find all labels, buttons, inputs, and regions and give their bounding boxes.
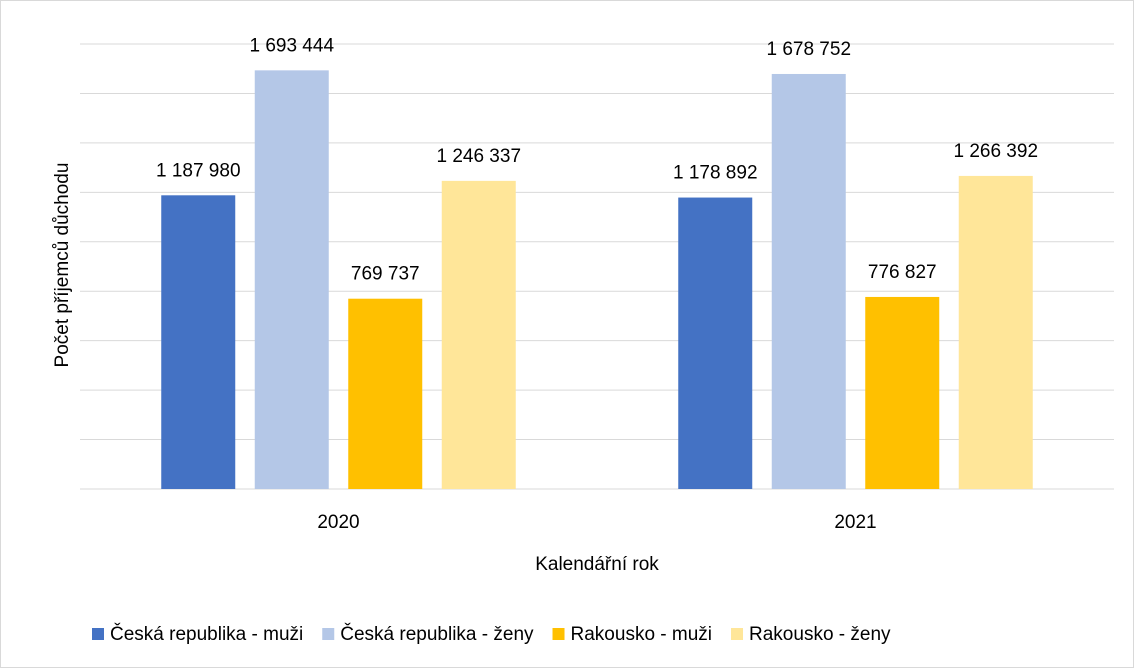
bar	[441, 180, 516, 489]
bar	[865, 296, 940, 489]
x-tick-label: 2020	[317, 512, 359, 533]
legend-swatch	[731, 628, 744, 640]
data-label: 1 178 892	[673, 163, 758, 184]
data-label: 1 266 392	[953, 141, 1038, 162]
data-label: 1 678 752	[766, 39, 851, 60]
data-label: 769 737	[351, 264, 420, 285]
x-axis-title: Kalendářní rok	[535, 554, 659, 575]
data-label: 1 693 444	[249, 35, 334, 56]
legend-label: Rakousko - muži	[571, 624, 713, 645]
bar	[771, 73, 846, 490]
bar	[348, 298, 423, 489]
legend-label: Česká republika - muži	[110, 623, 303, 645]
bar	[254, 70, 329, 489]
data-label: 1 187 980	[156, 160, 241, 181]
bar	[678, 197, 753, 489]
legend-swatch	[322, 628, 335, 640]
data-label: 1 246 337	[436, 146, 521, 167]
legend-label: Česká republika - ženy	[340, 623, 534, 645]
bar	[161, 195, 236, 490]
data-label: 776 827	[868, 262, 937, 283]
legend-swatch	[92, 628, 104, 640]
legend-swatch	[552, 628, 565, 640]
x-tick-label: 2021	[834, 512, 876, 533]
legend-label: Rakousko - ženy	[749, 624, 891, 645]
y-axis-title: Počet příjemců důchodu	[52, 163, 73, 368]
bar	[958, 175, 1033, 490]
